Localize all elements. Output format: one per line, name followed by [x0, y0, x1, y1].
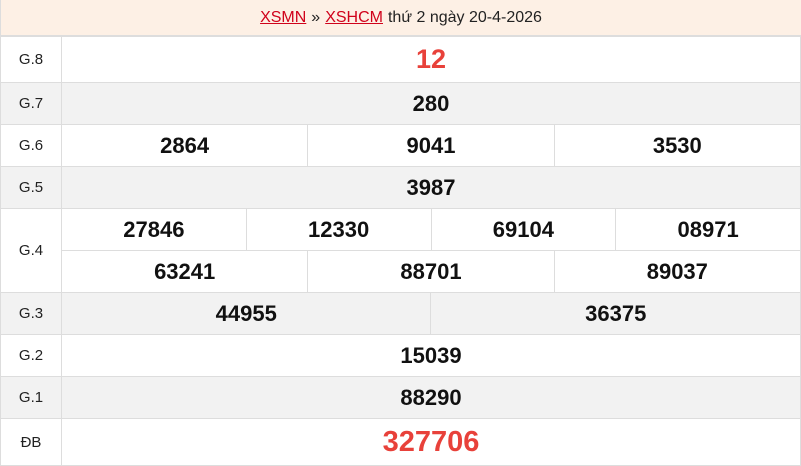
prize-value: 08971 [677, 216, 739, 242]
prize-value: 27846 [62, 209, 247, 250]
prize-label: G.4 [0, 208, 62, 293]
prize-values-group: 27846 12330 69104 08971 63241 88701 8903… [61, 208, 801, 293]
prize-value: 88701 [308, 251, 555, 292]
prize-value: 69104 [432, 209, 617, 250]
breadcrumb-separator: » [311, 8, 321, 26]
prize-value: 89037 [646, 258, 708, 284]
prize-value: 63241 [62, 251, 309, 292]
prize-value: 3530 [553, 124, 801, 167]
prize-row-g2: G.2 15039 [0, 334, 801, 377]
prize-value: 9041 [307, 124, 555, 167]
prize-label: G.2 [0, 334, 62, 377]
prize-row-g5: G.5 3987 [0, 166, 801, 209]
draw-date: thứ 2 ngày 20-4-2026 [387, 8, 542, 26]
prize-value: 3987 [61, 166, 801, 209]
prize-label: G.6 [0, 124, 62, 167]
prize-label: G.1 [0, 376, 62, 419]
xshcm-link[interactable]: XSHCM [325, 8, 383, 26]
prize-label: G.5 [0, 166, 62, 209]
prize-value: 15039 [61, 334, 801, 377]
prize-value: 88290 [61, 376, 801, 419]
prize-label: ĐB [0, 418, 62, 466]
prize-label: G.8 [0, 36, 62, 83]
prize-value: 2864 [60, 124, 309, 167]
prize-label: G.3 [0, 292, 62, 335]
prize-value: 12330 [247, 209, 432, 250]
prize-row-g8: G.8 12 [0, 36, 801, 83]
results-header: XSMN » XSHCM thứ 2 ngày 20-4-2026 [0, 0, 801, 36]
prize-label: G.7 [0, 82, 62, 125]
results-table: G.8 12 G.7 280 G.6 2864 9041 3530 G.5 39… [0, 36, 801, 466]
prize-value: 280 [61, 82, 801, 125]
prize-value: 44955 [60, 292, 432, 335]
prize-row-g6: G.6 2864 9041 3530 [0, 124, 801, 167]
prize-row-special: ĐB 327706 [0, 418, 801, 466]
prize-row-g7: G.7 280 [0, 82, 801, 125]
special-prize-value: 327706 [61, 418, 801, 466]
xsmn-link[interactable]: XSMN [260, 8, 307, 26]
prize-value: 12 [61, 36, 801, 83]
prize-value: 36375 [430, 292, 801, 335]
prize-row-g4: G.4 27846 12330 69104 08971 63241 88701 … [0, 208, 801, 293]
prize-row-g1: G.1 88290 [0, 376, 801, 419]
prize-row-g3: G.3 44955 36375 [0, 292, 801, 335]
